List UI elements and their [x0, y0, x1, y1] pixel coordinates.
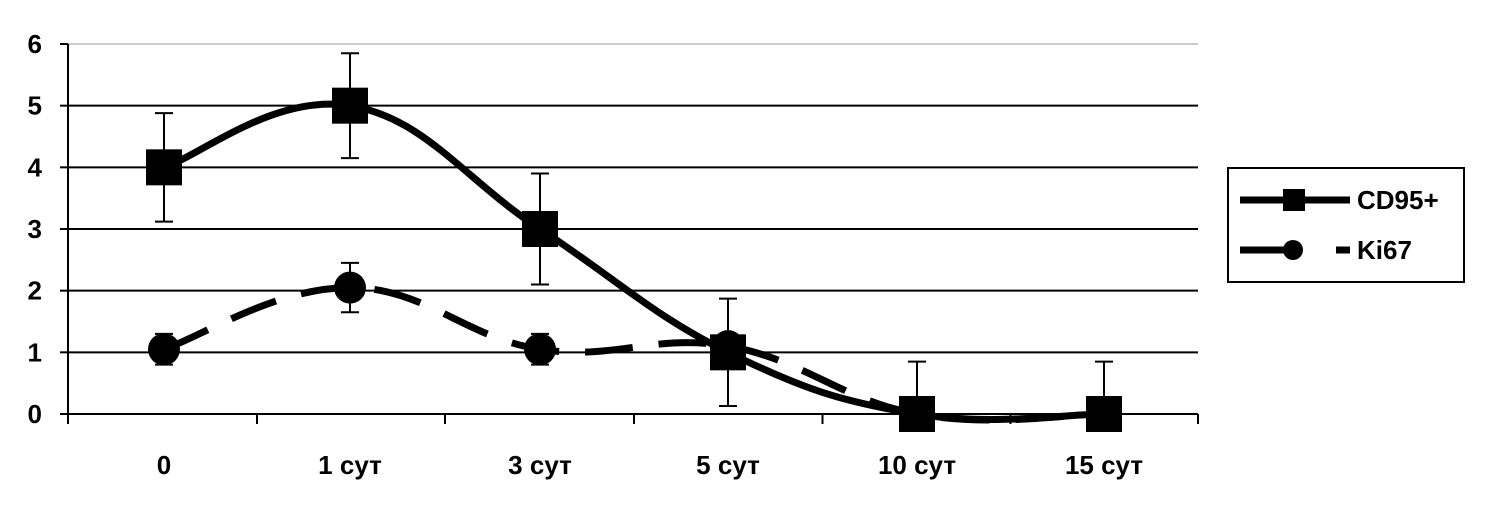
legend-marker-ki67	[1283, 240, 1303, 260]
y-tick-label-1: 1	[28, 337, 42, 367]
marker-cd95-0	[146, 149, 182, 186]
y-tick-labels: 0 1 2 3 4 5 6	[28, 29, 43, 429]
y-tick-label-4: 4	[28, 152, 43, 182]
y-tick-label-2: 2	[28, 276, 42, 306]
x-tick-label-3: 5 сут	[696, 450, 760, 480]
legend: CD95+ Ki67	[1227, 167, 1465, 283]
y-tick-label-0: 0	[28, 399, 42, 429]
series-line-ki67	[162, 284, 1105, 424]
legend-label-ki67: Ki67	[1357, 235, 1412, 265]
legend-label-cd95: CD95+	[1357, 185, 1439, 215]
marker-cd95-1	[332, 87, 368, 124]
x-tick-label-2: 3 сут	[508, 450, 572, 480]
series-line-cd95	[162, 100, 1105, 423]
axes	[60, 43, 1199, 424]
grid-lines	[68, 43, 1198, 354]
y-tick-label-3: 3	[28, 214, 42, 244]
legend-marker-cd95	[1283, 189, 1305, 211]
y-tick-label-5: 5	[28, 91, 42, 121]
marker-cd95-5	[1086, 396, 1122, 432]
x-tick-label-4: 10 сут	[878, 450, 956, 480]
x-tick-label-1: 1 сут	[318, 450, 382, 480]
x-tick-label-0: 0	[157, 450, 171, 480]
marker-ki67-2	[524, 333, 556, 366]
x-tick-labels: 0 1 сут 3 сут 5 сут 10 сут 15 сут	[157, 450, 1144, 480]
marker-cd95-2	[522, 211, 558, 247]
x-tick-label-5: 15 сут	[1065, 450, 1143, 480]
legend-box	[1227, 167, 1465, 283]
marker-ki67-0	[148, 333, 180, 366]
series-lines	[162, 100, 1105, 424]
marker-ki67-1	[334, 271, 366, 304]
marker-cd95-4	[899, 396, 935, 432]
series-markers	[146, 87, 1122, 432]
marker-ki67-3	[712, 330, 744, 363]
y-tick-label-6: 6	[28, 29, 42, 59]
